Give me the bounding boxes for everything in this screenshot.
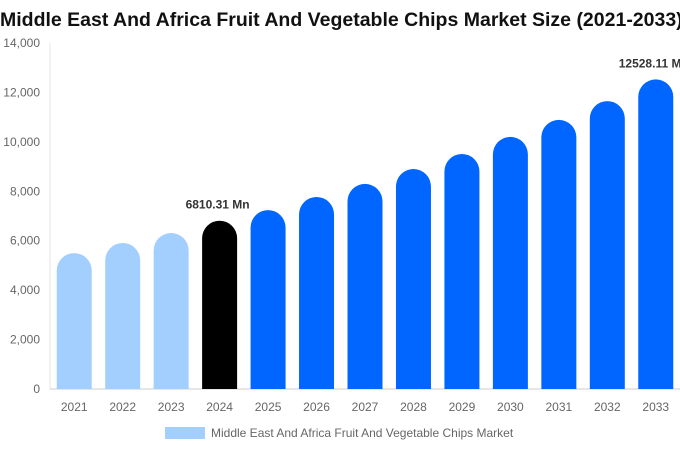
x-tick-label: 2032 (594, 400, 621, 414)
bar-2029 (444, 153, 480, 389)
x-tick-label: 2025 (255, 400, 282, 414)
bar-2033 (638, 79, 674, 389)
bar-2022 (105, 242, 141, 389)
y-tick-label: 8,000 (10, 184, 40, 198)
x-tick-label: 2024 (206, 400, 233, 414)
x-tick-label: 2026 (303, 400, 330, 414)
x-tick-label: 2028 (400, 400, 427, 414)
x-tick-label: 2033 (642, 400, 669, 414)
x-tick-label: 2031 (545, 400, 572, 414)
x-tick-label: 2021 (61, 400, 88, 414)
bar-2023 (153, 233, 189, 389)
y-tick-label: 4,000 (10, 283, 40, 297)
bar-2024 (202, 220, 238, 389)
legend-swatch (165, 427, 205, 439)
x-tick-label: 2030 (497, 400, 524, 414)
chart-title: Middle East And Africa Fruit And Vegetab… (0, 9, 680, 31)
x-tick-label: 2029 (449, 400, 476, 414)
bar-2021 (56, 253, 92, 389)
legend-label: Middle East And Africa Fruit And Vegetab… (211, 426, 514, 440)
y-tick-label: 0 (33, 382, 40, 396)
bar-2027 (347, 183, 383, 389)
bar-2031 (541, 119, 577, 389)
legend: Middle East And Africa Fruit And Vegetab… (165, 426, 513, 440)
data-label-2024: 6810.31 Mn (186, 198, 250, 212)
bar-2028 (395, 169, 431, 389)
bar-2025 (250, 210, 286, 389)
data-label-2033: 12528.11 Mn (619, 56, 680, 70)
y-tick-label: 6,000 (10, 234, 40, 248)
bar-2032 (589, 101, 625, 389)
bar-2026 (299, 196, 335, 389)
x-tick-label: 2027 (352, 400, 379, 414)
bar-2030 (492, 136, 528, 389)
y-tick-label: 14,000 (3, 36, 40, 50)
y-tick-label: 2,000 (10, 333, 40, 347)
x-tick-label: 2022 (109, 400, 136, 414)
y-tick-label: 12,000 (3, 85, 40, 99)
y-tick-label: 10,000 (3, 135, 40, 149)
x-tick-label: 2023 (158, 400, 185, 414)
